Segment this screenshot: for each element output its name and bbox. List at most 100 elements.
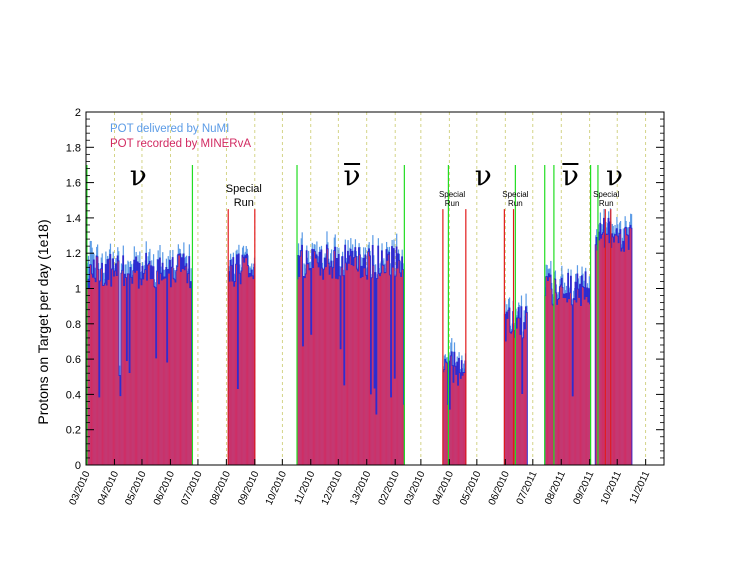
recorded-bar-2-232	[298, 276, 301, 465]
recorded-bar-5-521	[563, 294, 566, 465]
recorded-bar-5-517	[560, 284, 562, 465]
recorded-bar-3-408	[460, 378, 462, 465]
recorded-bar-2-276	[339, 275, 341, 465]
recorded-bar-0-112	[188, 256, 190, 465]
recorded-bar-0-81	[160, 273, 162, 465]
recorded-bar-2-254	[319, 252, 321, 465]
recorded-bar-5-524	[566, 301, 568, 465]
recorded-bar-0-54	[135, 257, 137, 465]
recorded-bar-2-245	[310, 334, 312, 465]
recorded-bar-5-502	[546, 276, 548, 465]
recorded-bar-0-14	[98, 396, 101, 465]
recorded-bar-0-64	[144, 269, 146, 465]
recorded-bar-1-157	[230, 260, 232, 465]
recorded-bar-5-508	[552, 304, 554, 465]
recorded-bar-1-177	[248, 276, 250, 465]
recorded-bar-2-316	[375, 413, 378, 465]
recorded-outline-6	[594, 217, 633, 465]
recorded-bar-6-591	[628, 249, 630, 465]
recorded-bar-2-237	[303, 276, 305, 465]
recorded-bar-2-289	[351, 264, 353, 465]
recorded-bar-0-106	[183, 253, 185, 465]
recorded-bar-2-251	[316, 255, 318, 465]
recorded-bar-0-109	[186, 263, 188, 465]
recorded-bar-0-25	[108, 259, 111, 465]
recorded-bar-0-111	[187, 273, 190, 465]
recorded-bar-0-21	[105, 264, 107, 465]
recorded-bar-0-68	[148, 263, 150, 465]
recorded-bar-2-332	[390, 396, 392, 465]
recorded-bar-2-327	[386, 249, 388, 465]
recorded-bar-5-527	[569, 292, 571, 465]
recorded-bar-4-466	[513, 330, 515, 465]
recorded-bar-0-41	[123, 285, 125, 465]
recorded-bar-3-412	[463, 372, 466, 465]
recorded-bar-2-297	[358, 247, 360, 465]
recorded-bar-3-398	[451, 351, 453, 465]
recorded-bar-2-310	[370, 393, 372, 465]
special-run-label-4: Special	[439, 190, 465, 199]
recorded-bar-6-593	[630, 225, 632, 465]
recorded-bar-3-409	[461, 360, 463, 465]
y-tick-label-9: 1.8	[66, 142, 81, 154]
recorded-bar-2-314	[374, 388, 376, 465]
recorded-bar-5-548	[588, 288, 590, 465]
recorded-bar-0-38	[120, 273, 123, 465]
recorded-bar-4-479	[525, 306, 527, 465]
special-run-label-line2-1: Run	[234, 197, 254, 209]
recorded-bar-2-283	[345, 262, 347, 465]
recorded-bar-0-69	[149, 261, 151, 465]
recorded-bar-6-562	[601, 234, 603, 465]
recorded-bar-2-272	[335, 278, 337, 465]
recorded-bar-1-178	[249, 273, 251, 465]
recorded-bar-0-93	[171, 267, 173, 465]
y-tick-label-2: 0.4	[66, 389, 81, 401]
recorded-bar-0-4	[89, 264, 91, 465]
recorded-bar-1-174	[245, 257, 247, 465]
recorded-bar-2-292	[353, 257, 356, 465]
recorded-bar-0-72	[152, 278, 154, 465]
recorded-bar-0-59	[140, 278, 142, 465]
recorded-bar-2-317	[376, 278, 379, 465]
recorded-bar-2-298	[359, 254, 361, 465]
recorded-bar-2-259	[323, 269, 325, 465]
recorded-bar-2-263	[327, 248, 329, 465]
recorded-bar-0-73	[152, 266, 155, 465]
recorded-bar-5-546	[586, 287, 589, 465]
recorded-bar-3-410	[462, 375, 464, 465]
recorded-bar-2-341	[398, 260, 401, 465]
recorded-bar-3-397	[450, 355, 452, 465]
recorded-bar-0-98	[175, 270, 178, 465]
recorded-bar-2-240	[306, 250, 308, 465]
recorded-bar-0-91	[169, 260, 171, 465]
recorded-bar-2-311	[371, 277, 373, 465]
recorded-bar-6-566	[605, 233, 607, 465]
recorded-bar-2-279	[341, 256, 344, 465]
recorded-bar-2-242	[308, 263, 310, 465]
recorded-bar-2-241	[307, 263, 309, 465]
recorded-bar-4-472	[519, 318, 521, 465]
recorded-bar-5-515	[558, 298, 560, 465]
recorded-bar-0-30	[113, 276, 115, 465]
recorded-bar-4-470	[517, 317, 519, 465]
recorded-bar-4-459	[507, 318, 509, 465]
recorded-bar-0-95	[173, 278, 175, 465]
recorded-bar-6-590	[627, 235, 629, 465]
recorded-bar-6-575	[613, 242, 615, 465]
recorded-bar-3-404	[456, 362, 458, 465]
recorded-bar-4-471	[518, 307, 520, 465]
recorded-bar-6-561	[600, 238, 602, 465]
recorded-bar-1-166	[238, 253, 240, 465]
recorded-bar-0-2	[87, 279, 90, 465]
recorded-bar-2-318	[377, 246, 379, 465]
recorded-bar-0-65	[145, 253, 147, 465]
recorded-bar-6-576	[614, 234, 616, 465]
y-tick-label-8: 1.6	[66, 178, 81, 190]
recorded-bar-3-401	[453, 352, 456, 465]
y-tick-label-7: 1.4	[66, 213, 81, 225]
recorded-bar-6-579	[617, 236, 619, 465]
recorded-bar-0-50	[131, 283, 134, 465]
recorded-bar-2-322	[381, 250, 383, 465]
recorded-bar-5-513	[556, 304, 558, 465]
recorded-bar-5-525	[567, 273, 569, 465]
